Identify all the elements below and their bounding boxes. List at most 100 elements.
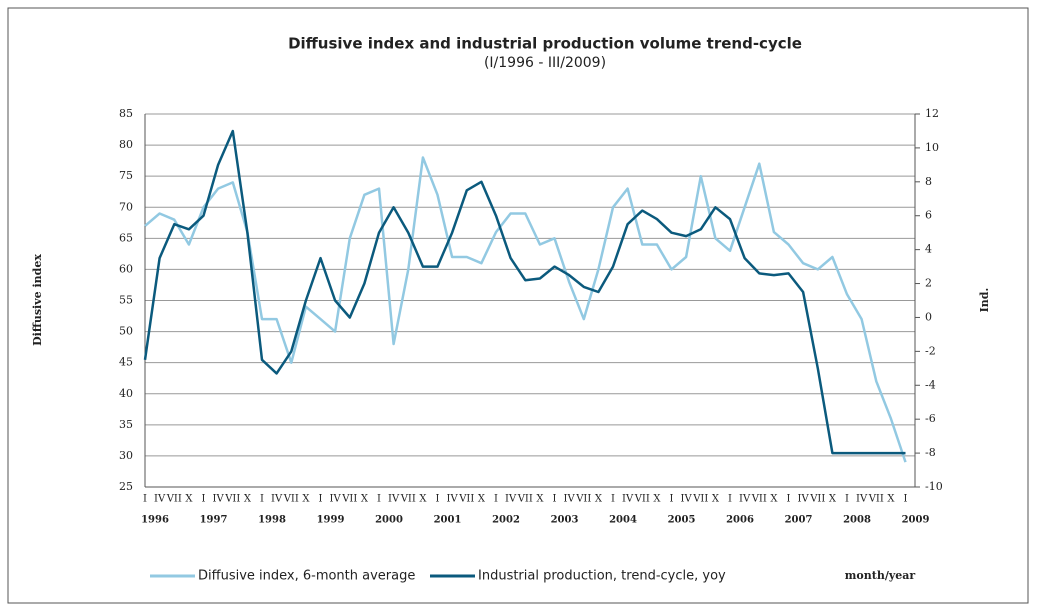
x-tick-label: X (244, 494, 252, 505)
year-label: 1998 (258, 515, 286, 526)
year-label: 1996 (141, 515, 169, 526)
year-label: 2006 (726, 515, 754, 526)
x-tick-label: X (712, 494, 720, 505)
x-tick-label: IV (739, 494, 751, 505)
y2-tick-label: 6 (925, 209, 932, 222)
x-tick-label: I (845, 494, 849, 505)
x-tick-label: I (611, 494, 615, 505)
x-tick-label: VII (166, 494, 182, 505)
x-tick-label: X (653, 494, 661, 505)
x-tick-label: I (494, 494, 498, 505)
year-label: 2002 (492, 515, 520, 526)
x-tick-label: IV (154, 494, 166, 505)
x-tick-label: IV (622, 494, 634, 505)
y-tick-label: 25 (119, 480, 133, 493)
y2-tick-label: 10 (925, 141, 939, 154)
y-tick-label: 75 (119, 169, 133, 182)
x-tick-label: X (185, 494, 193, 505)
chart-title: Diffusive index and industrial productio… (288, 35, 802, 53)
x-tick-label: IV (330, 494, 342, 505)
y-tick-label: 50 (119, 325, 133, 338)
x-tick-label: X (419, 494, 427, 505)
x-tick-label: I (787, 494, 791, 505)
x-tick-label: I (202, 494, 206, 505)
year-label: 2008 (843, 515, 871, 526)
y2-tick-label: -6 (925, 412, 936, 425)
x-tick-label: X (595, 494, 603, 505)
y2-tick-label: 0 (925, 310, 932, 323)
y-tick-label: 80 (119, 138, 133, 151)
x-tick-label: X (887, 494, 895, 505)
y-tick-label: 30 (119, 449, 133, 462)
x-tick-label: IV (388, 494, 400, 505)
year-label: 2004 (609, 515, 637, 526)
x-tick-label: IV (798, 494, 810, 505)
x-tick-label: I (143, 494, 147, 505)
x-tick-label: VII (692, 494, 708, 505)
x-tick-label: IV (564, 494, 576, 505)
x-tick-label: VII (517, 494, 533, 505)
series-line (144, 156, 907, 463)
frame (7, 7, 1029, 604)
chart-subtitle: (I/1996 - III/2009) (484, 55, 606, 71)
y2-tick-label: 2 (925, 277, 932, 290)
y-tick-label: 70 (119, 200, 133, 213)
x-tick-label: VII (224, 494, 240, 505)
x-tick-label: IV (681, 494, 693, 505)
x-tick-label: VII (634, 494, 650, 505)
x-tick-label: VII (458, 494, 474, 505)
y-tick-label: 65 (119, 231, 133, 244)
year-label: 2005 (668, 515, 696, 526)
x-tick-label: VII (809, 494, 825, 505)
year-label: 2007 (785, 515, 813, 526)
x-axis-title: month/year (845, 569, 916, 582)
x-tick-label: VII (283, 494, 299, 505)
x-tick-label: I (670, 494, 674, 505)
y2-axis-title: Ind. (978, 288, 991, 313)
x-tick-label: X (361, 494, 369, 505)
y2-tick-label: 8 (925, 175, 932, 188)
series-line (143, 129, 906, 455)
y2-tick-label: 12 (925, 107, 939, 120)
x-tick-label: VII (400, 494, 416, 505)
y-tick-label: 55 (119, 294, 133, 307)
x-tick-label: X (536, 494, 544, 505)
legend-label: Industrial production, trend-cycle, yoy (478, 569, 726, 584)
x-tick-label: VII (575, 494, 591, 505)
y-tick-label: 60 (119, 262, 133, 275)
year-label: 2003 (551, 515, 579, 526)
x-tick-label: X (478, 494, 486, 505)
x-tick-label: X (770, 494, 778, 505)
x-tick-label: I (319, 494, 323, 505)
x-tick-label: IV (505, 494, 517, 505)
x-tick-label: I (728, 494, 732, 505)
y2-tick-label: -8 (925, 446, 936, 459)
x-tick-label: I (436, 494, 440, 505)
y-tick-label: 35 (119, 418, 133, 431)
x-tick-label: IV (271, 494, 283, 505)
y2-tick-label: -4 (925, 378, 936, 391)
y2-tick-label: -10 (925, 480, 943, 493)
x-tick-label: IV (447, 494, 459, 505)
x-tick-label: I (377, 494, 381, 505)
legend-label: Diffusive index, 6-month average (198, 569, 415, 584)
year-label: 1999 (317, 515, 345, 526)
x-tick-label: X (829, 494, 837, 505)
y-tick-label: 85 (119, 107, 133, 120)
x-tick-label: VII (341, 494, 357, 505)
year-label: 2000 (375, 515, 403, 526)
x-tick-label: I (260, 494, 264, 505)
x-tick-label: VII (751, 494, 767, 505)
y-tick-label: 40 (119, 387, 133, 400)
x-tick-label: I (553, 494, 557, 505)
year-label: 2009 (902, 515, 930, 526)
x-tick-label: VII (868, 494, 884, 505)
x-tick-label: IV (213, 494, 225, 505)
year-label: 1997 (200, 515, 228, 526)
y-tick-label: 45 (119, 356, 133, 369)
y-axis-title: Diffusive index (31, 254, 44, 346)
year-label: 2001 (434, 515, 462, 526)
y2-tick-label: -2 (925, 344, 936, 357)
x-tick-label: X (302, 494, 310, 505)
